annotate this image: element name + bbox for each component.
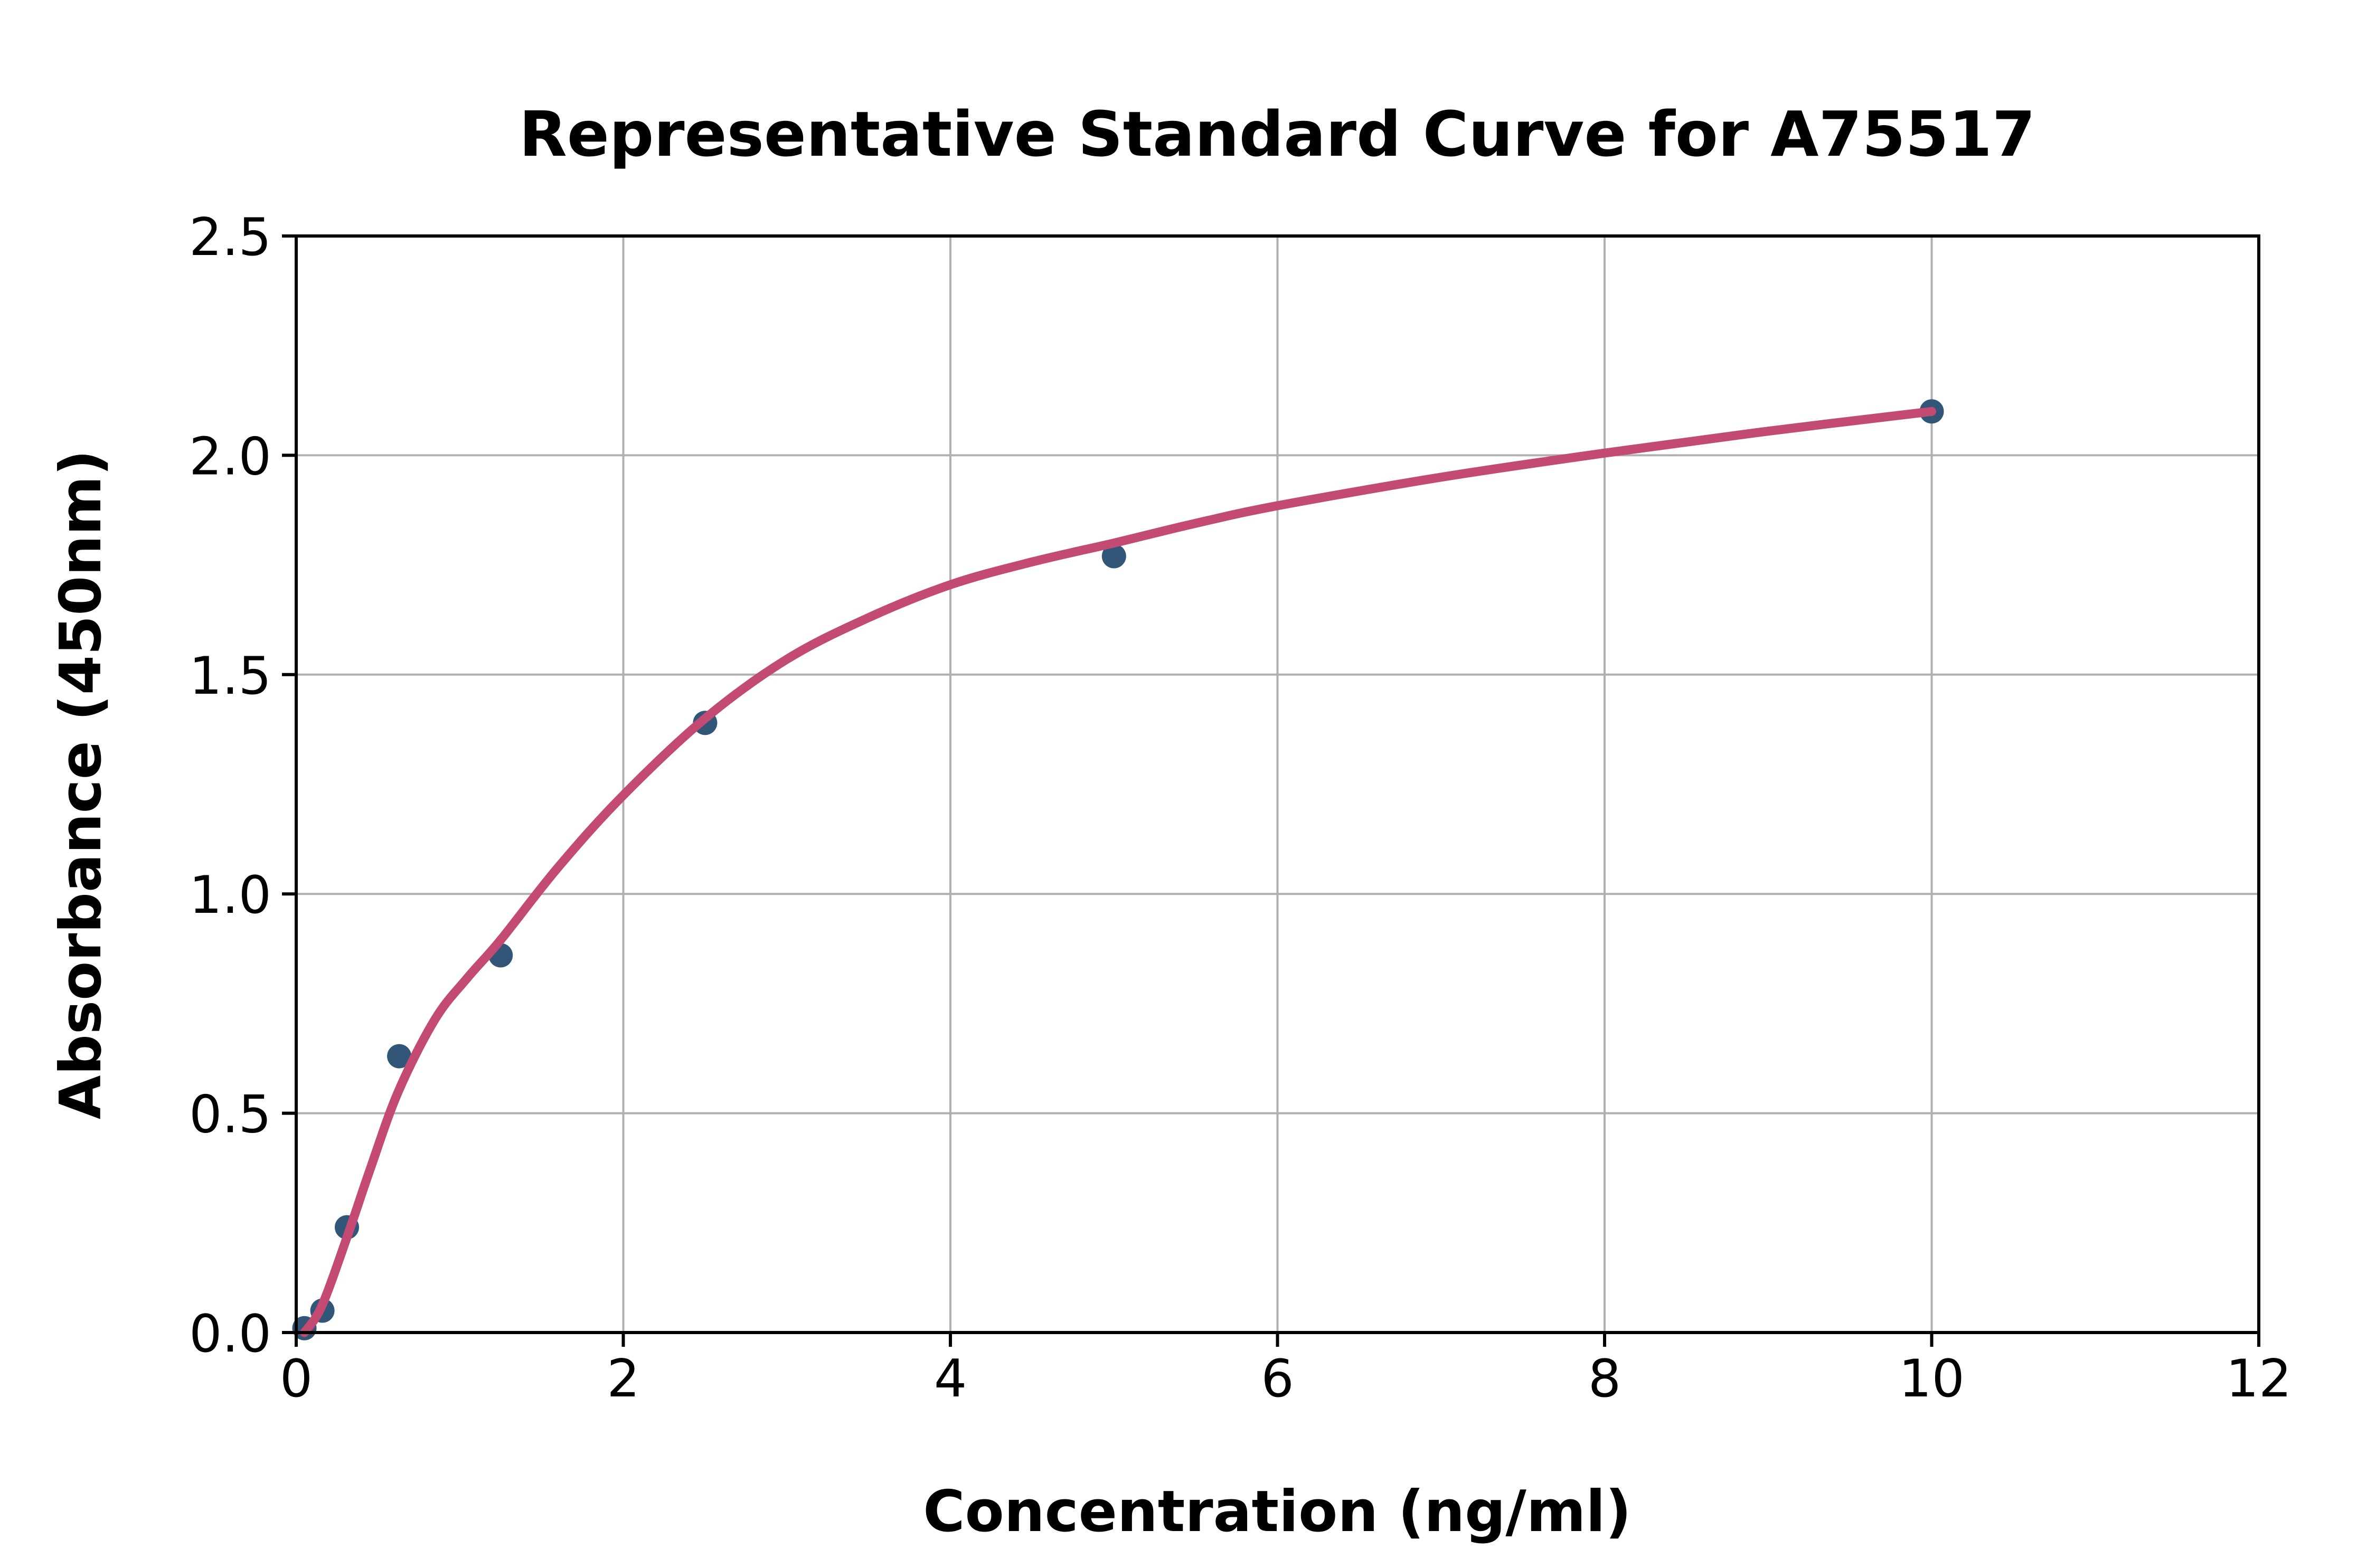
y-tick-label: 2.0 bbox=[189, 427, 271, 487]
gridlines bbox=[296, 236, 2259, 1333]
chart-title: Representative Standard Curve for A75517 bbox=[519, 98, 2035, 171]
x-axis-label: Concentration (ng/ml) bbox=[923, 1479, 1632, 1545]
y-tick-label: 0.5 bbox=[189, 1085, 271, 1145]
y-tick-label: 0.0 bbox=[189, 1304, 271, 1364]
fit-curve-line bbox=[300, 407, 1936, 1337]
y-tick-label: 1.0 bbox=[189, 865, 271, 925]
x-tick-label: 6 bbox=[1261, 1349, 1294, 1409]
data-point bbox=[387, 1044, 412, 1069]
x-tick-labels: 0 2 4 6 8 10 12 bbox=[280, 1349, 2292, 1409]
x-tick-label: 0 bbox=[280, 1349, 313, 1409]
y-tick-label: 2.5 bbox=[189, 207, 271, 268]
data-point bbox=[1101, 544, 1126, 569]
x-tick-label: 2 bbox=[607, 1349, 639, 1409]
x-tick-label: 8 bbox=[1588, 1349, 1621, 1409]
y-axis-label: Absorbance (450nm) bbox=[48, 450, 114, 1119]
x-tick-label: 4 bbox=[934, 1349, 967, 1409]
x-tick-label: 12 bbox=[2226, 1349, 2292, 1409]
y-tick-labels: 0.0 0.5 1.0 1.5 2.0 2.5 bbox=[189, 207, 271, 1364]
y-tick-label: 1.5 bbox=[189, 646, 271, 706]
tick-marks bbox=[282, 234, 2260, 1347]
x-tick-label: 10 bbox=[1899, 1349, 1965, 1409]
